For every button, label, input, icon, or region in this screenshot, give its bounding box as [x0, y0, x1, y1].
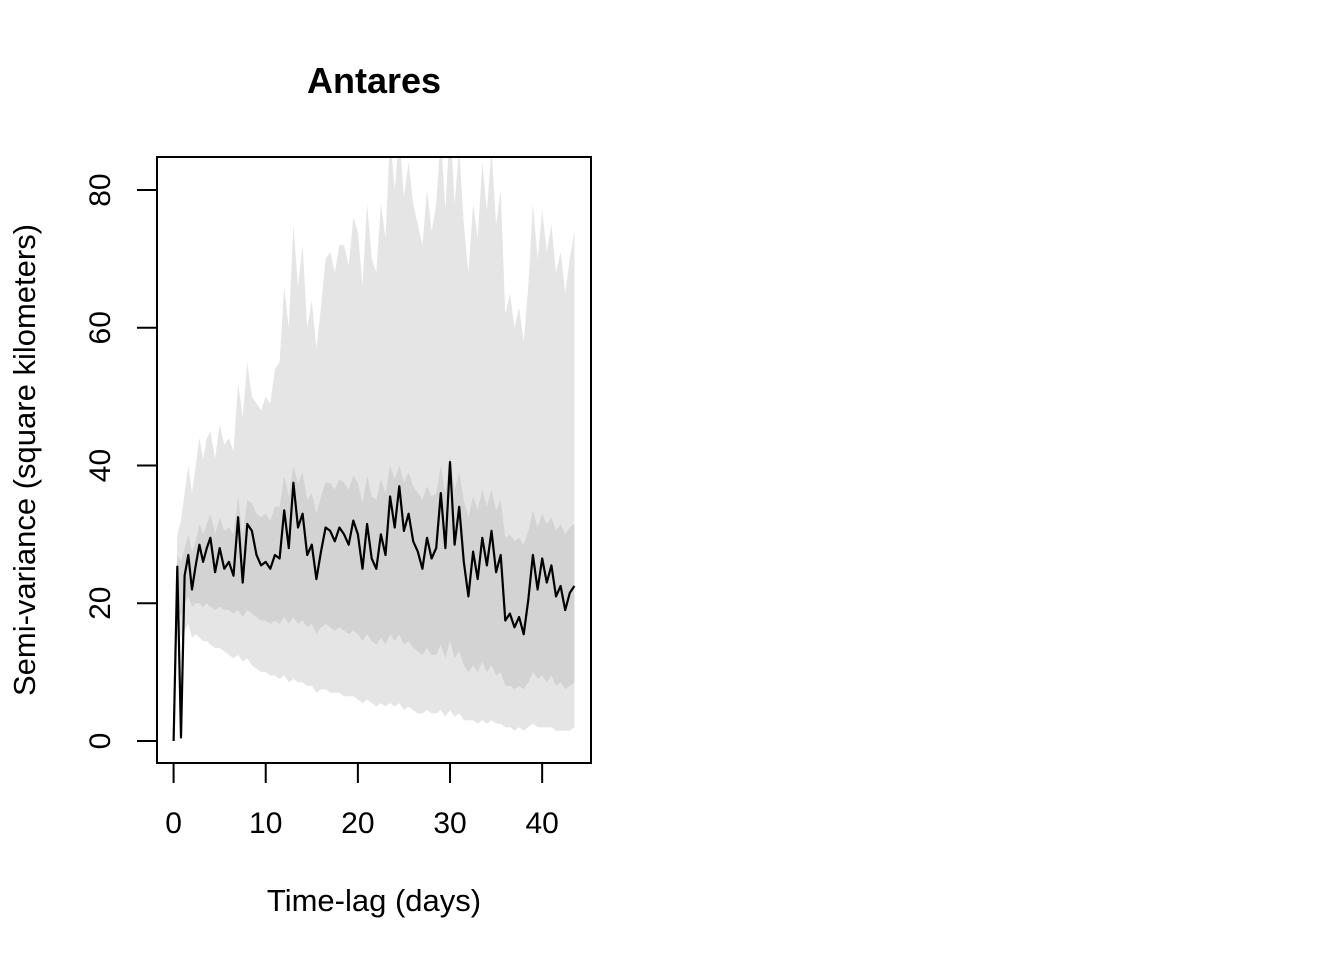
x-tick-label: 10: [249, 807, 282, 840]
x-tick-label: 20: [341, 807, 374, 840]
series-group: [172, 461, 576, 742]
semivariance-line: [172, 461, 576, 742]
y-axis-label: Semi-variance (square kilometers): [7, 224, 42, 696]
chart-title: Antares: [307, 60, 441, 101]
x-tick-label: 0: [165, 807, 182, 840]
x-axis-label: Time-lag (days): [267, 883, 481, 918]
x-axis: 0 10 20 30 40: [165, 762, 559, 840]
y-tick-label: 20: [84, 587, 117, 620]
y-tick-label: 0: [84, 733, 117, 750]
y-tick-label: 40: [84, 449, 117, 482]
x-tick-label: 30: [433, 807, 466, 840]
x-tick-label: 40: [525, 807, 558, 840]
y-axis: 0 20 40 60 80: [84, 173, 158, 750]
inner-confidence-band: [173, 455, 575, 741]
confidence-bands: [173, 157, 575, 741]
y-tick-label: 60: [84, 311, 117, 344]
y-tick-label: 80: [84, 173, 117, 206]
